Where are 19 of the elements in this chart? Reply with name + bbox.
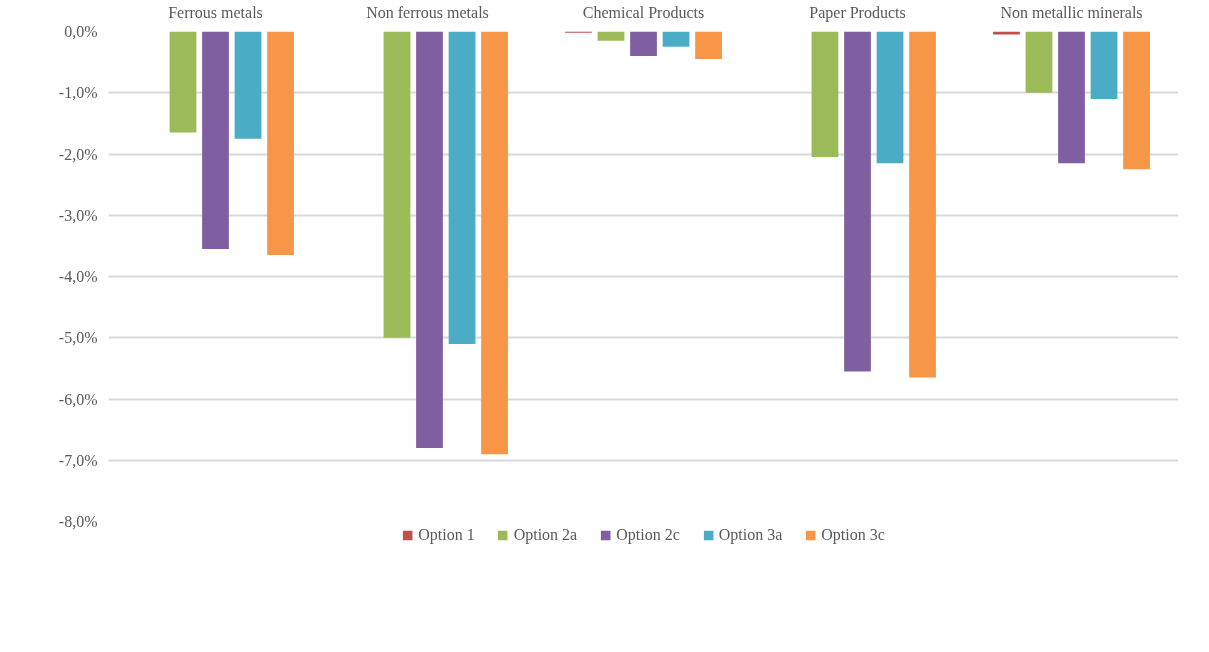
y-tick-label: -3,0%	[58, 206, 98, 224]
legend-label: Option 1	[418, 526, 475, 544]
y-tick-label: -4,0%	[58, 268, 98, 285]
y-tick-label: -1,0%	[58, 84, 98, 102]
y-tick-label: 0,0%	[64, 23, 98, 40]
legend-label: Option 2a	[513, 526, 578, 544]
x-tick-label: Non metallic minerals	[1000, 3, 1143, 21]
x-tick-label: Ferrous metals	[168, 3, 263, 21]
legend-label: Option 3a	[718, 526, 783, 544]
legend-label: Option 2c	[616, 526, 680, 544]
x-tick-label: Non ferrous metals	[366, 3, 489, 21]
y-tick-label: -8,0%	[58, 513, 98, 530]
legend-label: Option 3c	[821, 526, 885, 544]
y-tick-label: -5,0%	[58, 329, 98, 347]
x-tick-label: Paper Products	[809, 3, 906, 22]
x-tick-label: Chemical Products	[582, 3, 705, 21]
y-tick-label: -7,0%	[58, 451, 98, 469]
y-tick-label: -6,0%	[58, 390, 98, 408]
y-tick-label: -2,0%	[58, 145, 98, 163]
